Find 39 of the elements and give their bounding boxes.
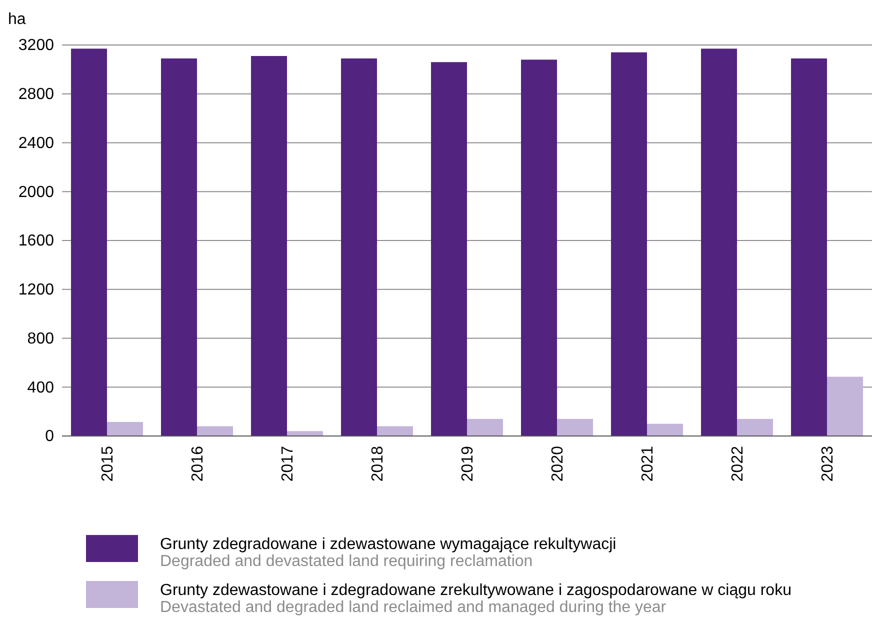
x-tick-label: 2018: [370, 446, 387, 482]
bar: [611, 52, 647, 436]
bar: [71, 48, 107, 436]
y-tick-label: 2000: [18, 184, 54, 201]
y-tick-label: 800: [27, 330, 54, 348]
y-tick-label: 2400: [18, 134, 54, 152]
bar: [467, 418, 503, 436]
y-tick-label: 2800: [18, 86, 54, 103]
bar: [431, 62, 467, 436]
x-tick-label: 2021: [640, 446, 657, 482]
x-tick-label: 2017: [280, 446, 297, 482]
bar: [107, 422, 143, 436]
legend-label: Grunty zdegradowane i zdewastowane wymagające rekultywacji Degraded and devastated land requiring reclamation: [160, 536, 616, 570]
y-tick-label: 400: [27, 379, 54, 396]
x-tick-label: 2015: [100, 446, 117, 482]
bar: [251, 56, 287, 436]
bar: [791, 58, 827, 436]
x-tick-label: 2023: [820, 446, 837, 482]
bar: [521, 60, 557, 436]
y-tick-label: 0: [45, 428, 54, 446]
bar: [377, 426, 413, 436]
y-axis-title: ha: [8, 11, 26, 28]
bar: [701, 48, 737, 436]
bar: [827, 376, 863, 436]
bar: [737, 418, 773, 436]
y-tick-label: 1200: [18, 281, 54, 298]
bar: [341, 58, 377, 436]
x-tick-label: 2020: [550, 446, 567, 482]
bar: [197, 426, 233, 436]
bar: [287, 431, 323, 436]
x-tick-label: 2022: [730, 446, 747, 482]
y-tick-label: 3200: [18, 37, 54, 54]
bar: [647, 424, 683, 436]
bar: [161, 58, 197, 436]
y-tick-label: 1600: [18, 232, 54, 250]
bar: [557, 418, 593, 436]
legend-label: Grunty zdewastowane i zdegradowane zrekultywowane i zagospodarowane w ciągu roku Devastated and degraded land reclaimed and managed during the year: [160, 582, 792, 616]
x-tick-label: 2016: [190, 446, 207, 482]
x-tick-label: 2019: [460, 446, 477, 482]
